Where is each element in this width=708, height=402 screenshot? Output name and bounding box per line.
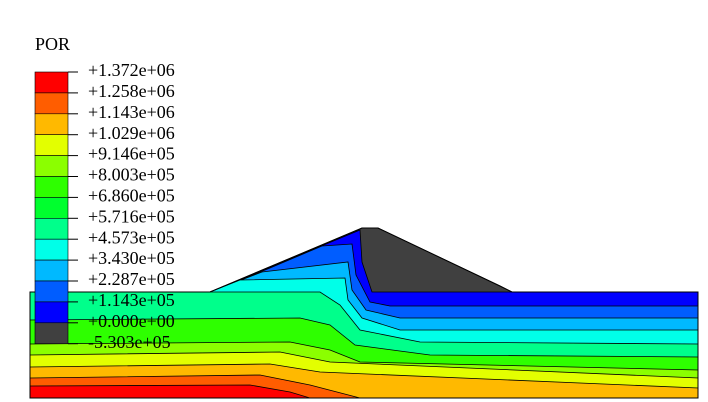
- legend-swatch: [34, 322, 69, 344]
- legend-swatch: [34, 71, 69, 94]
- legend-label: +4.573e+05: [88, 227, 175, 247]
- legend-label: +9.146e+05: [88, 144, 175, 164]
- legend-swatch: [34, 301, 69, 324]
- legend-label: +1.029e+06: [88, 123, 175, 143]
- legend-swatch: [34, 218, 69, 240]
- legend-swatch: [34, 259, 69, 282]
- legend-label: +1.143e+05: [88, 290, 175, 310]
- legend-label: +2.287e+05: [88, 269, 175, 289]
- legend-label: +8.003e+05: [88, 165, 175, 185]
- legend-label: +5.716e+05: [88, 206, 175, 226]
- legend-swatch: [34, 176, 69, 198]
- contour-model: [29, 227, 699, 399]
- legend-label: +3.430e+05: [88, 248, 175, 268]
- legend-swatch: [34, 113, 69, 136]
- legend: +1.372e+06+1.258e+06+1.143e+06+1.029e+06…: [34, 60, 175, 352]
- legend-label: +1.258e+06: [88, 81, 175, 101]
- legend-title: POR: [35, 34, 70, 54]
- legend-label: -5.303e+05: [88, 332, 171, 352]
- outline: [29, 227, 699, 399]
- legend-swatch: [34, 238, 69, 261]
- legend-swatch: [34, 155, 69, 177]
- legend-swatch: [34, 197, 69, 219]
- legend-label: +1.143e+06: [88, 102, 175, 122]
- legend-swatch: [34, 134, 69, 156]
- legend-swatch: [34, 92, 69, 115]
- legend-swatch: [34, 280, 69, 303]
- legend-label: +6.860e+05: [88, 186, 175, 206]
- legend-label: +0.000e+00: [88, 311, 175, 331]
- legend-label: +1.372e+06: [88, 60, 175, 80]
